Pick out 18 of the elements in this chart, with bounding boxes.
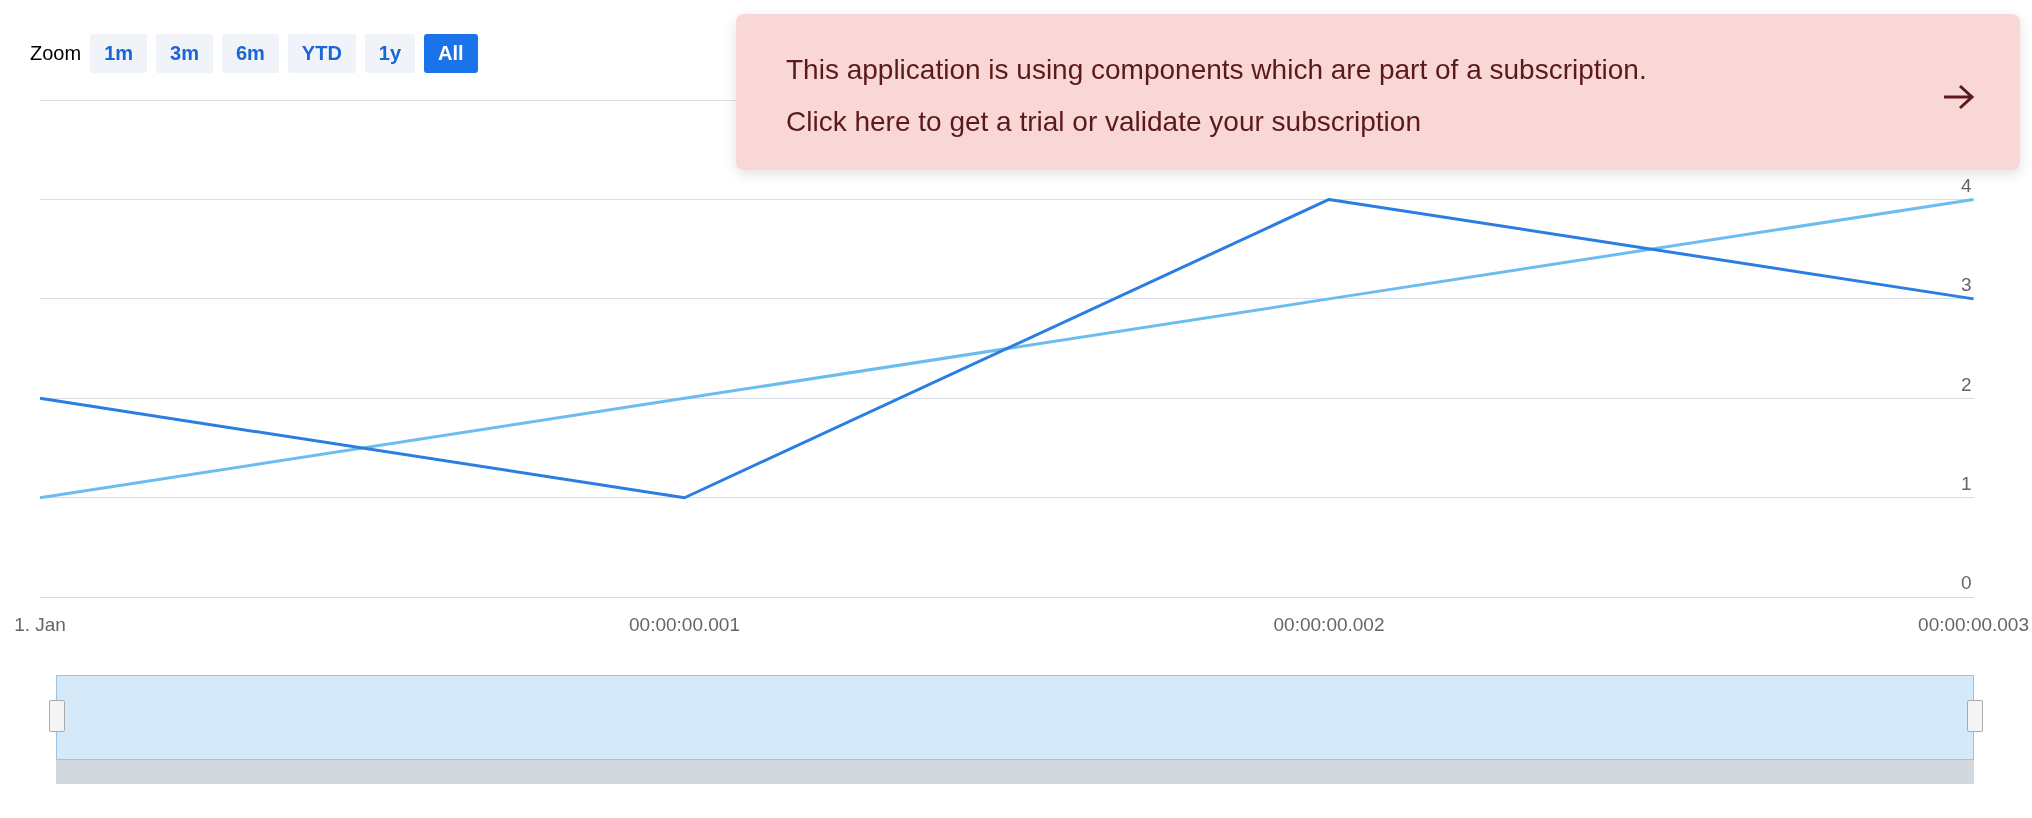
text: 1m (90, 34, 148, 73)
annotation: Click here to get a trial or validate your subscription (786, 105, 1422, 139)
y-tick-label: 3 (1960, 274, 1972, 296)
text: YTD (287, 34, 356, 73)
x-tick-label: 00:00:00.003 (1918, 613, 2030, 635)
y-tick-label: 1 (1960, 472, 1972, 494)
notice-banner: This application is using components which are part of a subscription. Click here to get a trial or validate your subscription (736, 14, 2020, 170)
text: Zoom (30, 42, 82, 65)
x-tick-label: 1. Jan (14, 613, 66, 635)
text: 3m (156, 34, 213, 73)
text: All (424, 34, 478, 73)
x-tick-label: 00:00:00.001 (629, 613, 740, 635)
y-tick-label: 2 (1960, 373, 1972, 395)
x-tick-label: 00:00:00.002 (1273, 613, 1385, 635)
text: 6m (221, 34, 279, 73)
y-tick-label: 4 (1960, 174, 1972, 196)
y-tick-label: 0 (1960, 572, 1972, 594)
text: 1y (364, 34, 416, 73)
